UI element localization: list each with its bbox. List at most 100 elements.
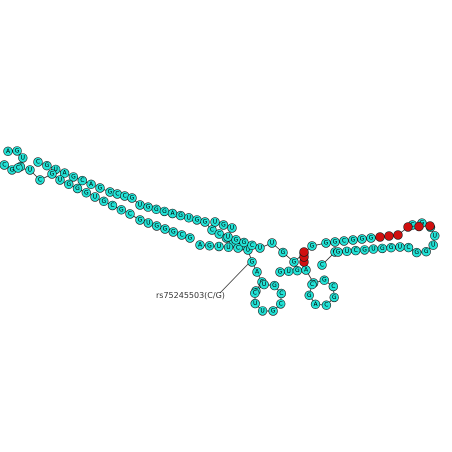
nucleotide-letter: U: [93, 194, 97, 201]
nucleotide: [307, 241, 317, 251]
nucleotide-letter: G: [336, 249, 341, 256]
nucleotide: [95, 183, 105, 193]
nucleotide: [289, 257, 299, 267]
nucleotide-letter: G: [178, 212, 183, 219]
nucleotide-letter: U: [187, 214, 191, 221]
nucleotide-letter: G: [424, 248, 429, 255]
nucleotide-nodes: AGUCGCCGUAGCAGGCCGUGGGAGUGGCCCGUUGACGUGC…: [0, 146, 440, 316]
nucleotide: [99, 196, 109, 207]
nucleotide-letter: G: [324, 240, 329, 247]
nucleotide-letter: G: [414, 249, 419, 256]
nucleotide-letter: G: [203, 219, 208, 226]
nucleotide: [307, 279, 317, 290]
nucleotide: [3, 146, 13, 157]
nucleotide: [304, 290, 314, 300]
nucleotide-highlighted: [384, 231, 394, 241]
nucleotide: [81, 188, 92, 198]
nucleotide-letter: A: [255, 269, 260, 276]
nucleotide-highlighted: [375, 232, 385, 242]
nucleotide-letter: U: [217, 243, 221, 250]
nucleotide: [218, 220, 229, 230]
nucleotide-letter: G: [295, 267, 300, 274]
nucleotide-letter: G: [195, 216, 200, 223]
nucleotide-highlighted: [393, 230, 403, 240]
nucleotide-letter: G: [101, 198, 106, 205]
nucleotide: [348, 235, 358, 245]
nucleotide-letter: C: [210, 227, 214, 234]
nucleotide-highlighted: [299, 247, 309, 257]
nucleotide-letter: G: [207, 242, 212, 249]
nucleotide: [210, 217, 220, 227]
nucleotide-letter: C: [324, 302, 328, 309]
nucleotide-letter: G: [171, 229, 176, 236]
nucleotide-letter: U: [431, 242, 435, 249]
nucleotide: [430, 231, 440, 241]
nucleotide: [317, 260, 327, 270]
nucleotide: [310, 299, 321, 309]
nucleotide: [428, 240, 438, 250]
nucleotide-letter: G: [272, 282, 277, 289]
nucleotide-letter: C: [279, 300, 283, 307]
nucleotide-letter: U: [253, 300, 257, 307]
nucleotide: [12, 146, 22, 156]
nucleotide: [55, 175, 65, 185]
nucleotide: [33, 157, 43, 167]
nucleotide-letter: U: [53, 166, 57, 173]
nucleotide: [47, 169, 57, 179]
nucleotide-letter: G: [50, 171, 55, 178]
nucleotide-letter: U: [262, 281, 266, 288]
nucleotide-letter: U: [226, 234, 230, 241]
nucleotide: [64, 179, 74, 190]
nucleotide-letter: U: [21, 154, 25, 161]
nucleotide-letter: G: [221, 222, 226, 229]
nucleotide-letter: G: [292, 259, 297, 266]
nucleotide: [276, 299, 286, 309]
nucleotide-letter: G: [154, 206, 159, 213]
nucleotide-letter: G: [234, 236, 239, 243]
nucleotide-letter: A: [89, 181, 94, 188]
nucleotide: [412, 247, 422, 258]
nucleotide-letter: G: [278, 269, 283, 276]
nucleotide-letter: G: [271, 308, 276, 315]
nucleotide: [328, 281, 338, 292]
nucleotide-letter: G: [310, 243, 315, 250]
nucleotide-letter: C: [36, 159, 40, 166]
nucleotide: [268, 306, 278, 316]
nucleotide: [421, 247, 431, 257]
nucleotide-letter: G: [66, 181, 71, 188]
nucleotide-letter: A: [198, 242, 203, 249]
nucleotide: [107, 200, 118, 211]
nucleotide: [227, 223, 237, 233]
nucleotide-letter: U: [138, 202, 142, 209]
nucleotide-letter: G: [322, 277, 327, 284]
nucleotide: [357, 234, 367, 244]
nucleotide-letter: G: [362, 246, 367, 253]
nucleotide-letter: C: [253, 290, 257, 297]
nucleotide: [200, 217, 210, 227]
nucleotide: [321, 238, 331, 248]
nucleotide-letter: C: [80, 177, 84, 184]
nucleotide-letter: G: [333, 239, 338, 246]
nucleotide-letter: G: [10, 166, 15, 173]
nucleotide-letter: A: [304, 267, 309, 274]
nucleotide-letter: C: [250, 242, 254, 249]
nucleotide-letter: U: [371, 246, 375, 253]
nucleotide-letter: U: [260, 307, 264, 314]
nucleotide: [250, 298, 260, 309]
nucleotide-letter: C: [217, 231, 221, 238]
nucleotide-letter: G: [389, 244, 394, 251]
nucleotide-letter: C: [279, 290, 283, 297]
nucleotide-letter: C: [2, 162, 6, 169]
nucleotide-letter: C: [123, 193, 127, 200]
nucleotide-letter: A: [63, 170, 68, 177]
nucleotide-letter: U: [398, 244, 402, 251]
nucleotide: [13, 163, 23, 173]
nucleotide-letter: U: [433, 232, 437, 239]
nucleotide: [68, 172, 79, 182]
nucleotide: [403, 242, 414, 253]
nucleotide: [252, 267, 262, 277]
nucleotide-letter: U: [246, 247, 250, 254]
nucleotide-letter: C: [128, 211, 132, 218]
